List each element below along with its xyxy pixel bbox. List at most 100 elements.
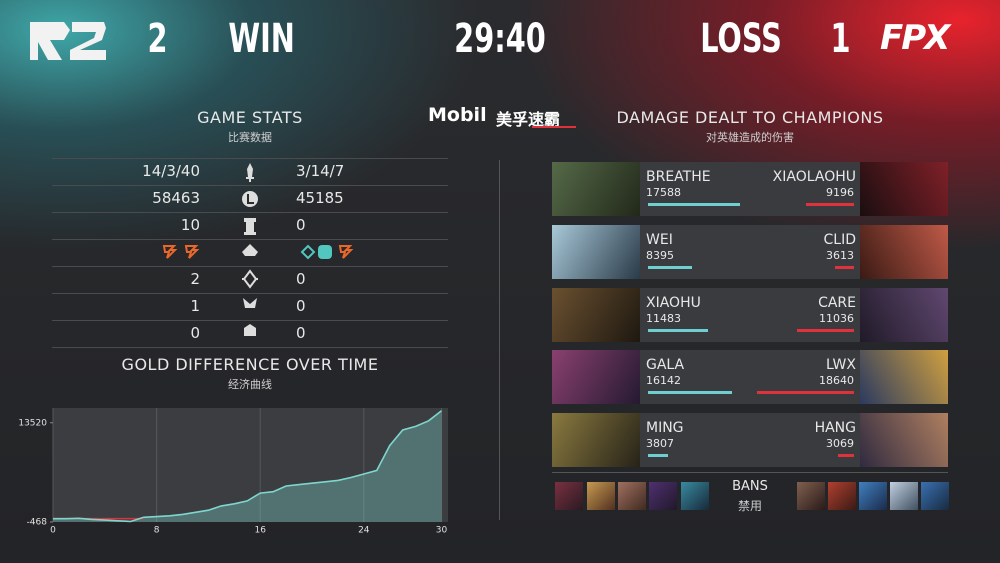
line xyxy=(53,410,442,523)
player-name: HANG xyxy=(814,420,856,436)
left-stat: 0 xyxy=(190,324,200,342)
damage-value: 3069 xyxy=(826,437,854,450)
section-title: GAME STATS xyxy=(197,108,303,127)
chart-subtitle: 经济曲线 xyxy=(228,378,272,391)
player-card: BREATHE 17588 XIAOLAOHU 9196 xyxy=(552,162,948,216)
damage-bar xyxy=(806,203,854,206)
player-name: MING xyxy=(646,420,684,436)
x-tick-label: 24 xyxy=(358,526,370,536)
sponsor-underline xyxy=(532,126,576,128)
y-tick-label: -468 xyxy=(27,518,48,528)
plot-area xyxy=(53,408,448,522)
player-name: WEI xyxy=(646,232,673,248)
damage-bar xyxy=(835,266,854,269)
damage-value: 11036 xyxy=(819,312,854,325)
damage-value: 9196 xyxy=(826,186,854,199)
ban-portrait xyxy=(681,482,709,510)
bans-subtitle: 禁用 xyxy=(737,499,762,513)
section-subtitle: 对英雄造成的伤害 xyxy=(706,131,794,144)
section-subtitle: 比赛数据 xyxy=(228,131,272,144)
x-tick-label: 8 xyxy=(154,526,160,536)
portrait xyxy=(860,162,948,216)
x-tick-label: 16 xyxy=(254,526,266,536)
player-name: BREATHE xyxy=(646,169,711,185)
row-divider xyxy=(52,158,448,159)
ban-portrait xyxy=(921,482,949,510)
damage-bar xyxy=(648,266,692,269)
ban-portrait xyxy=(890,482,918,510)
left-stat: 14/3/40 xyxy=(142,162,200,180)
right-stat: 0 xyxy=(296,297,306,315)
portrait xyxy=(552,162,640,216)
divider xyxy=(499,160,500,520)
row-divider xyxy=(52,293,448,294)
damage-bar xyxy=(838,454,854,457)
area xyxy=(53,410,442,522)
player-name: CLID xyxy=(823,232,856,248)
portrait xyxy=(552,350,640,404)
damage-value: 3807 xyxy=(646,437,674,450)
player-name: CARE xyxy=(818,295,856,311)
ban-portrait xyxy=(618,482,646,510)
portrait xyxy=(552,413,640,467)
chart-title: GOLD DIFFERENCE OVER TIME xyxy=(121,355,379,374)
portrait xyxy=(860,350,948,404)
right-stat: 0 xyxy=(296,216,306,234)
left-result: WIN xyxy=(228,16,295,62)
player-name: GALA xyxy=(646,357,685,373)
left-stat: 2 xyxy=(190,270,200,288)
damage-value: 8395 xyxy=(646,249,674,262)
row-divider xyxy=(52,212,448,213)
damage-bar xyxy=(648,454,668,457)
ban-portrait xyxy=(828,482,856,510)
ban-portrait xyxy=(649,482,677,510)
player-name: XIAOHU xyxy=(646,295,701,311)
ban-portrait xyxy=(797,482,825,510)
x-tick-label: 0 xyxy=(50,526,56,536)
right-score: 1 xyxy=(830,16,851,62)
right-stat: 45185 xyxy=(296,189,344,207)
damage-value: 3613 xyxy=(826,249,854,262)
portrait xyxy=(860,413,948,467)
player-card: XIAOHU 11483 CARE 11036 xyxy=(552,288,948,342)
ban-portrait xyxy=(859,482,887,510)
damage-value: 11483 xyxy=(646,312,681,325)
damage-value: 16142 xyxy=(646,374,681,387)
dragon-icons xyxy=(162,244,354,260)
left-stat: 1 xyxy=(190,297,200,315)
player-name: LWX xyxy=(826,357,856,373)
row-divider xyxy=(52,239,448,240)
right-stat: 0 xyxy=(296,270,306,288)
damage-bar xyxy=(648,203,740,206)
portrait xyxy=(552,288,640,342)
game-time: 29:40 xyxy=(454,16,546,62)
ban-portrait xyxy=(555,482,583,510)
left-score: 2 xyxy=(147,16,168,62)
bans-title: BANS xyxy=(732,479,768,494)
row-divider xyxy=(52,320,448,321)
bans-divider xyxy=(552,472,948,473)
right-team-logo: FPX xyxy=(880,18,950,58)
damage-bar xyxy=(648,391,732,394)
portrait xyxy=(860,225,948,279)
damage-bar xyxy=(796,329,854,332)
damage-bar xyxy=(757,391,854,394)
damage-bar xyxy=(648,329,708,332)
row-divider xyxy=(52,266,448,267)
stat-icons xyxy=(242,163,258,336)
portrait xyxy=(860,288,948,342)
x-tick-label: 30 xyxy=(436,526,448,536)
portrait xyxy=(552,225,640,279)
left-stat: 58463 xyxy=(152,189,200,207)
sponsor-brand: Mobil xyxy=(428,104,487,126)
left-stat: 10 xyxy=(180,216,200,234)
y-tick-label: 13520 xyxy=(18,418,47,428)
damage-value: 17588 xyxy=(646,186,681,199)
damage-value: 18640 xyxy=(819,374,854,387)
left-team-logo xyxy=(30,22,106,60)
right-stat: 3/14/7 xyxy=(296,162,345,180)
player-name: XIAOLAOHU xyxy=(772,169,856,185)
row-divider xyxy=(52,185,448,186)
player-card: GALA 16142 LWX 18640 xyxy=(552,350,948,404)
